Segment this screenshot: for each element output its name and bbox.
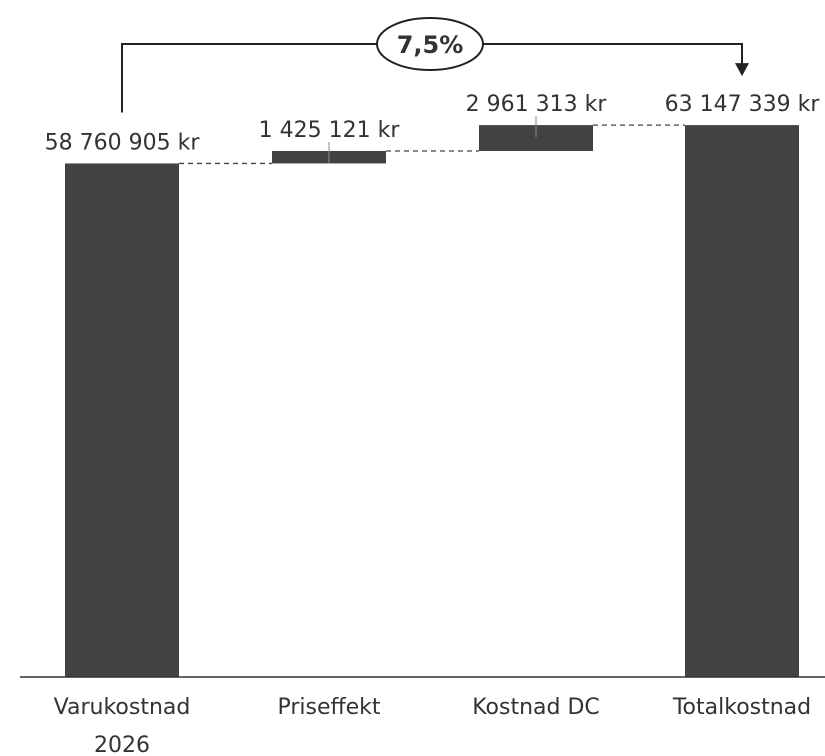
change-ellipse [376, 17, 484, 71]
change-percent-label: 7,5% [397, 31, 464, 59]
bar-4 [685, 125, 799, 677]
category-label-3: Kostnad DC [472, 695, 600, 720]
bars [65, 116, 799, 677]
value-label-4: 63 147 339 kr [665, 92, 821, 117]
bar-1 [65, 163, 179, 677]
category-label-4: Totalkostnad [672, 695, 811, 720]
value-label-3: 2 961 313 kr [466, 92, 608, 117]
value-labels: 58 760 905 kr 1 425 121 kr 2 961 313 kr 63 … [45, 92, 821, 155]
value-label-2: 1 425 121 kr [259, 118, 401, 143]
category-label-1: Varukostnad 2026 [54, 695, 191, 756]
category-labels: Varukostnad 2026 Priseffekt Kostnad DC Total… [54, 695, 812, 756]
category-label-2: Priseffekt [277, 695, 380, 720]
arrow-down-icon [735, 63, 749, 77]
change-annotation: 7,5% [121, 17, 749, 113]
connector-lines [179, 124, 685, 165]
value-label-1: 58 760 905 kr [45, 130, 201, 155]
